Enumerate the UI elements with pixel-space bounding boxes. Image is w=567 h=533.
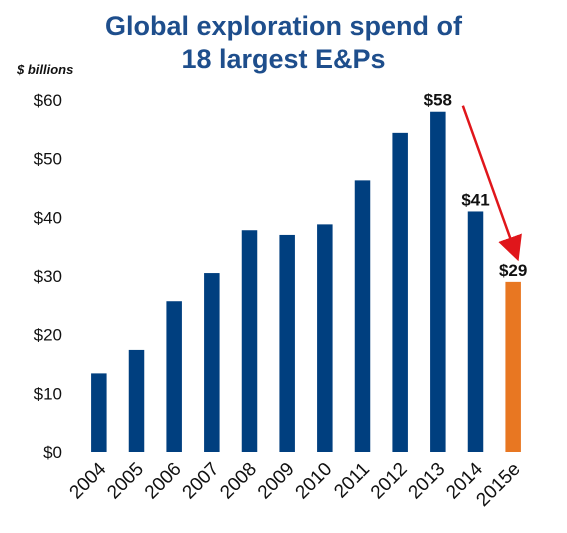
y-tick-label: $10 bbox=[34, 384, 62, 403]
decline-arrow bbox=[461, 105, 522, 262]
x-tick-label: 2005 bbox=[103, 459, 148, 504]
bars bbox=[91, 111, 521, 452]
x-tick-label: 2007 bbox=[179, 459, 224, 504]
data-label-2015e: $29 bbox=[499, 261, 527, 280]
bar-2004 bbox=[91, 373, 107, 452]
x-tick-label: 2015e bbox=[472, 459, 524, 511]
bar-2011 bbox=[354, 180, 371, 452]
y-tick-label: $20 bbox=[34, 326, 62, 345]
y-axis-unit-label: $ billions bbox=[17, 62, 74, 77]
data-label-2013: $58 bbox=[424, 91, 452, 110]
data-label-2014: $41 bbox=[461, 190, 489, 209]
y-tick-label: $60 bbox=[34, 91, 62, 110]
y-tick-label: $30 bbox=[34, 267, 62, 286]
data-labels: $58 $41 $29 bbox=[424, 91, 528, 280]
chart-title-line-1: Global exploration spend of bbox=[104, 11, 463, 41]
bar-2013 bbox=[430, 111, 446, 452]
bar-2015e bbox=[505, 281, 521, 452]
y-tick-label: $40 bbox=[34, 208, 62, 227]
chart-title: Global exploration spend of 18 largest E… bbox=[0, 10, 567, 76]
bar-2005 bbox=[128, 349, 145, 452]
x-tick-label: 2013 bbox=[405, 459, 450, 504]
bar-2012 bbox=[392, 132, 408, 452]
bar-2009 bbox=[279, 234, 295, 452]
y-axis: $0 $10 $20 $30 $40 $50 $60 bbox=[34, 91, 62, 462]
x-tick-label: 2008 bbox=[216, 459, 261, 504]
x-tick-label: 2012 bbox=[367, 459, 412, 504]
x-tick-label: 2004 bbox=[66, 458, 111, 503]
bar-2010 bbox=[317, 224, 333, 452]
x-tick-label: 2006 bbox=[141, 459, 186, 504]
bar-2008 bbox=[241, 230, 258, 452]
y-tick-label: $50 bbox=[34, 150, 62, 169]
bar-2014 bbox=[467, 211, 484, 452]
x-tick-label: 2009 bbox=[254, 459, 299, 504]
bar-2007 bbox=[204, 273, 220, 452]
y-tick-label: $0 bbox=[43, 443, 62, 462]
bar-2006 bbox=[166, 301, 182, 452]
x-tick-label: 2010 bbox=[292, 459, 337, 504]
x-tick-label: 2011 bbox=[330, 459, 374, 503]
annotation bbox=[461, 105, 522, 262]
x-axis: 2004200520062007200820092010201120122013… bbox=[66, 458, 525, 511]
chart-title-line-2: 18 largest E&Ps bbox=[181, 44, 386, 74]
